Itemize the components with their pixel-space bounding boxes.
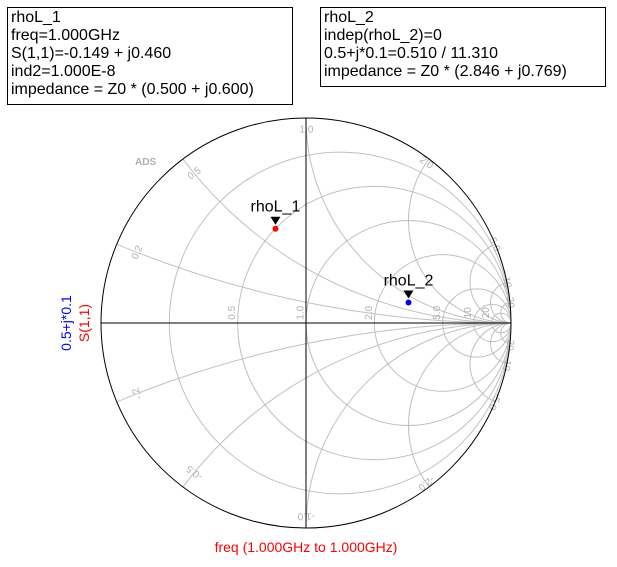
marker-readout-rhoL-2: rhoL_2 indep(rhoL_2)=0 0.5+j*0.1=0.510 /… bbox=[320, 7, 606, 87]
reactance-arc bbox=[101, 322, 511, 528]
reactance-arc bbox=[490, 322, 511, 365]
ads-watermark: ADS bbox=[135, 157, 156, 168]
y-label-red: S(1,1) bbox=[76, 304, 92, 342]
reactance-tick-label: -0.5 bbox=[184, 462, 205, 481]
reactance-arc bbox=[305, 118, 511, 324]
reactance-arc bbox=[500, 302, 511, 324]
reactance-arc bbox=[469, 322, 511, 406]
marker-line: indep(rhoL_2)=0 bbox=[324, 27, 442, 44]
reactance-arc bbox=[469, 240, 511, 324]
reactance-tick-label: 0.2 bbox=[130, 244, 146, 261]
reactance-arc bbox=[408, 118, 511, 324]
reactance-arc bbox=[101, 322, 511, 528]
resistance-tick-label: 20 bbox=[481, 307, 492, 319]
marker-line: S(1,1)=-0.149 + j0.460 bbox=[11, 45, 172, 62]
reactance-tick-label: -.2 bbox=[130, 386, 145, 401]
reactance-tick-label: 5.0 bbox=[486, 236, 502, 253]
marker-line: rhoL_2 bbox=[324, 9, 374, 26]
resistance-tick-label: 2.0 bbox=[364, 305, 375, 319]
marker-label: rhoL_2 bbox=[384, 273, 434, 290]
x-label: freq (1.000GHz to 1.000GHz) bbox=[215, 539, 398, 555]
resistance-tick-label: 0.5 bbox=[227, 305, 238, 319]
reactance-tick-label: 0.5 bbox=[186, 165, 204, 182]
reactance-arc bbox=[500, 322, 511, 344]
resistance-tick-label: 1.0 bbox=[296, 305, 307, 319]
marker-line: freq=1.000GHz bbox=[11, 27, 120, 44]
marker-readout-rhoL-1: rhoL_1 freq=1.000GHz S(1,1)=-0.149 + j0.… bbox=[7, 7, 293, 105]
reactance-arc bbox=[408, 322, 511, 528]
resistance-tick-label: 5.0 bbox=[432, 305, 443, 319]
marker-triangle bbox=[403, 290, 414, 299]
data-point bbox=[405, 299, 412, 306]
resistance-tick-label: 10 bbox=[463, 307, 474, 319]
reactance-tick-label: 1.0 bbox=[299, 125, 313, 136]
reactance-arc bbox=[490, 281, 511, 324]
smith-marks: rhoL_1 rhoL_2 bbox=[251, 199, 434, 306]
marker-line: ind2=1.000E-8 bbox=[11, 63, 116, 80]
marker-triangle bbox=[270, 216, 281, 225]
data-point bbox=[272, 225, 279, 232]
marker-line: impedance = Z0 * (0.500 + j0.600) bbox=[11, 81, 254, 98]
reactance-arc bbox=[101, 118, 511, 324]
y-label-blue: 0.5+j*0.1 bbox=[58, 295, 74, 351]
marker-label: rhoL_1 bbox=[251, 199, 301, 216]
reactance-arc bbox=[101, 118, 511, 324]
reactance-arc bbox=[305, 322, 511, 528]
marker-line: impedance = Z0 * (2.846 + j0.769) bbox=[324, 63, 567, 80]
marker-line: 0.5+j*0.1=0.510 / 11.310 bbox=[324, 45, 499, 62]
marker-line: rhoL_1 bbox=[11, 9, 61, 26]
